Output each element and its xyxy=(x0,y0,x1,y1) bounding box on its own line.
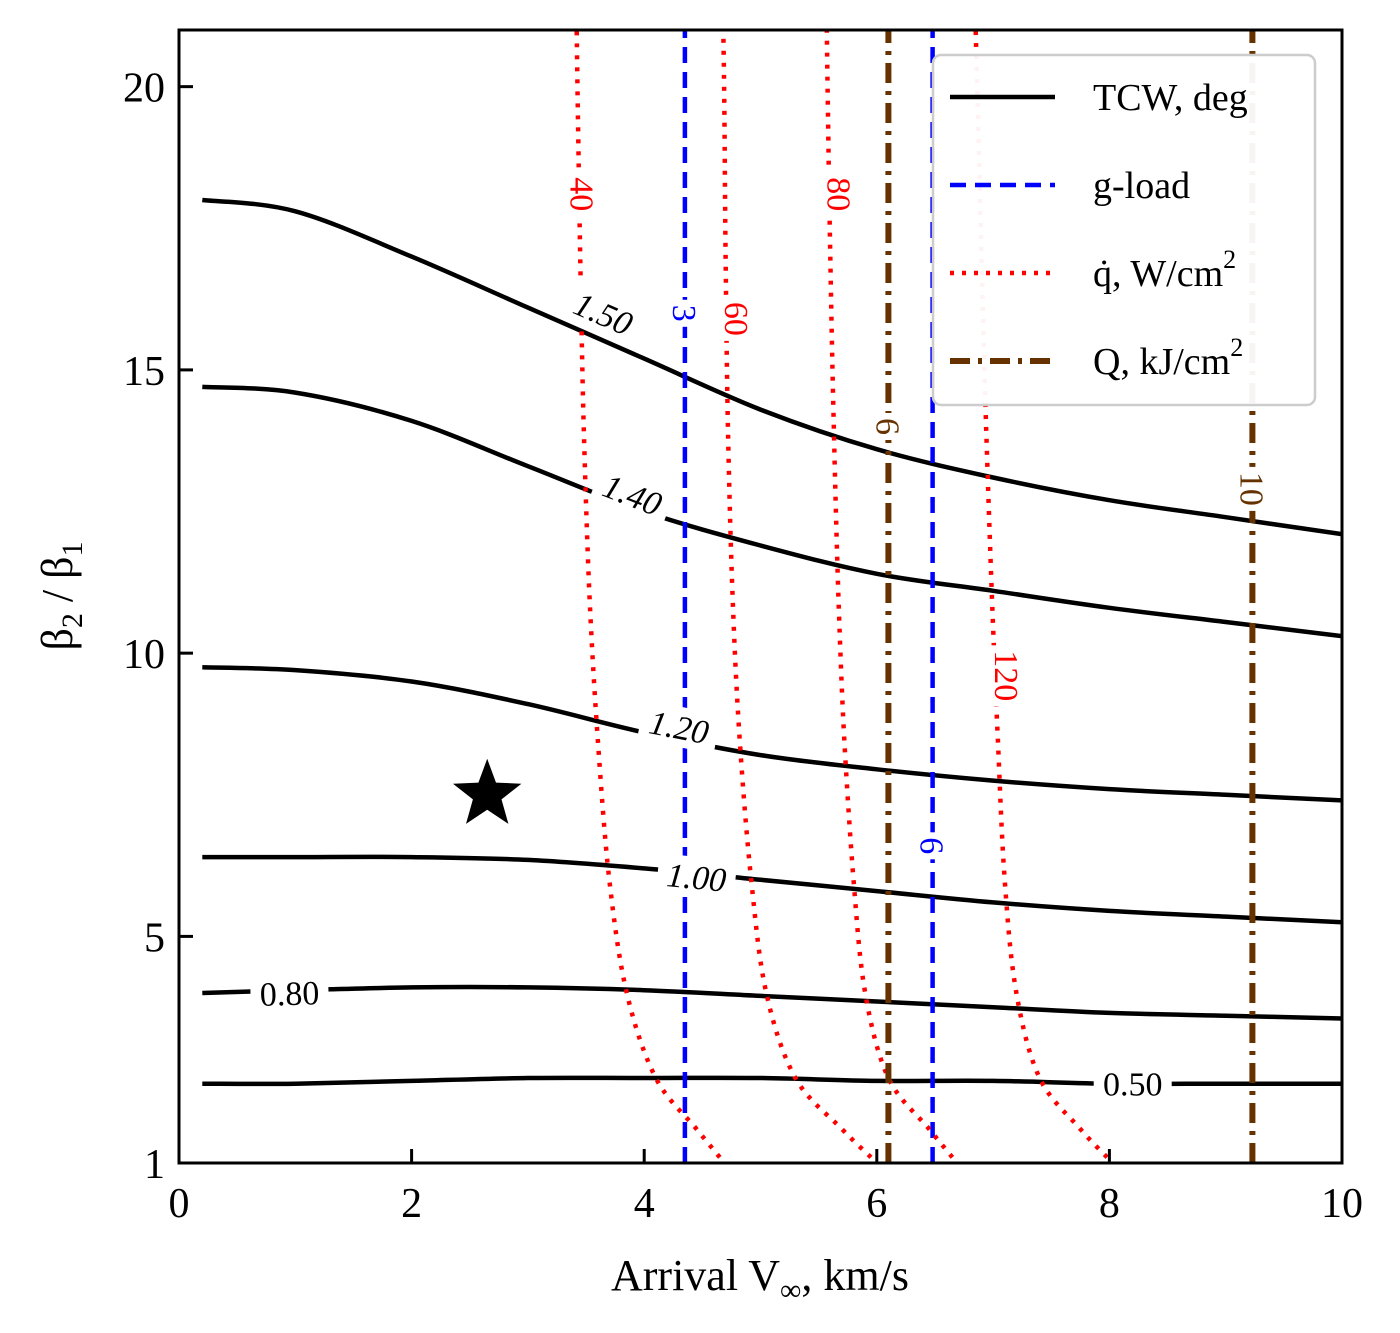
plot-frame xyxy=(177,28,1344,1165)
x-tick-label: 8 xyxy=(1099,1181,1120,1227)
legend-box xyxy=(931,53,1317,407)
contour-label-background xyxy=(717,296,758,341)
contour-label-background xyxy=(655,853,738,901)
contour-label-group: 40 xyxy=(562,172,603,217)
contour-label-group: 60 xyxy=(717,296,758,341)
x-axis: 0 2 4 6 8 10 xyxy=(169,1149,1363,1227)
contour-label: 0.80 xyxy=(259,975,320,1014)
contour-label-background xyxy=(987,645,1028,707)
contour-label-group: 1.00 xyxy=(655,853,738,901)
contour-label-background xyxy=(868,413,909,440)
contour-label-background xyxy=(588,461,677,528)
contour-label: 0.50 xyxy=(1103,1067,1163,1104)
contour-label: 80 xyxy=(820,177,857,211)
contour-label-group: 6 xyxy=(912,832,953,860)
x-axis-title: Arrival V∞, km/s xyxy=(611,1251,909,1307)
series-q-80 xyxy=(824,30,955,1159)
y-tick-label: 5 xyxy=(144,915,165,961)
contour-label-group: 80 xyxy=(819,172,860,217)
y-axis-title: β2 / β1 xyxy=(33,541,89,650)
y-tick-label: 15 xyxy=(123,349,165,395)
contour-label-group: 3 xyxy=(664,299,705,327)
series-tcw-1_50 xyxy=(202,197,1342,537)
legend-label: TCW, deg xyxy=(1093,77,1248,119)
star-marker xyxy=(453,758,522,824)
x-tick-label: 0 xyxy=(169,1181,190,1227)
contour-label-group: 0.50 xyxy=(1093,1063,1172,1104)
legend: TCW, deg g-load q̇, W/cm2 Q, kJ/cm2 xyxy=(931,53,1317,407)
series-tcw-0_80 xyxy=(202,984,1342,1021)
series-q-40 xyxy=(574,30,722,1159)
contour-label-background xyxy=(1232,466,1273,511)
contour-label-group: 120 xyxy=(987,645,1028,707)
series-q-60 xyxy=(721,30,873,1159)
legend-label: Q, kJ/cm2 xyxy=(1093,333,1243,383)
contour-label-background xyxy=(249,971,330,1015)
x-tick-label: 2 xyxy=(401,1181,422,1227)
legend-label: g-load xyxy=(1093,165,1190,207)
contour-label-background xyxy=(1093,1063,1172,1104)
x-tick-label: 10 xyxy=(1321,1181,1363,1227)
contour-label-group: 10 xyxy=(1232,466,1273,511)
contour-label-background xyxy=(819,172,860,217)
y-tick-label: 1 xyxy=(144,1142,165,1188)
contour-label: 120 xyxy=(987,650,1024,701)
contour-label-background xyxy=(562,172,603,217)
contour-label: 1.00 xyxy=(665,857,728,900)
contour-label: 10 xyxy=(1232,472,1269,506)
series-tcw-1_00 xyxy=(202,854,1342,925)
series-tcw-1_20 xyxy=(202,665,1342,803)
contour-label-group: 1.40 xyxy=(588,461,677,528)
y-tick-label: 10 xyxy=(123,632,165,678)
contour-label-background xyxy=(912,832,953,860)
contour-label-background xyxy=(664,299,705,327)
contour-label: 6 xyxy=(868,418,905,435)
contour-label: 3 xyxy=(665,305,702,322)
contour-label: 6 xyxy=(913,837,950,854)
contour-label: 40 xyxy=(563,177,600,211)
contour-label-group: 6 xyxy=(868,413,909,440)
series-tcw-1_40 xyxy=(202,384,1342,639)
marker-layer xyxy=(453,758,522,824)
x-tick-label: 4 xyxy=(634,1181,655,1227)
contour-label: 60 xyxy=(717,302,754,336)
contour-label-group: 0.80 xyxy=(249,971,330,1015)
contour-label-background xyxy=(559,279,648,348)
y-tick-label: 20 xyxy=(123,66,165,112)
legend-label: q̇, W/cm2 xyxy=(1093,245,1236,295)
contour-label-background xyxy=(637,699,722,754)
x-tick-label: 6 xyxy=(866,1181,887,1227)
